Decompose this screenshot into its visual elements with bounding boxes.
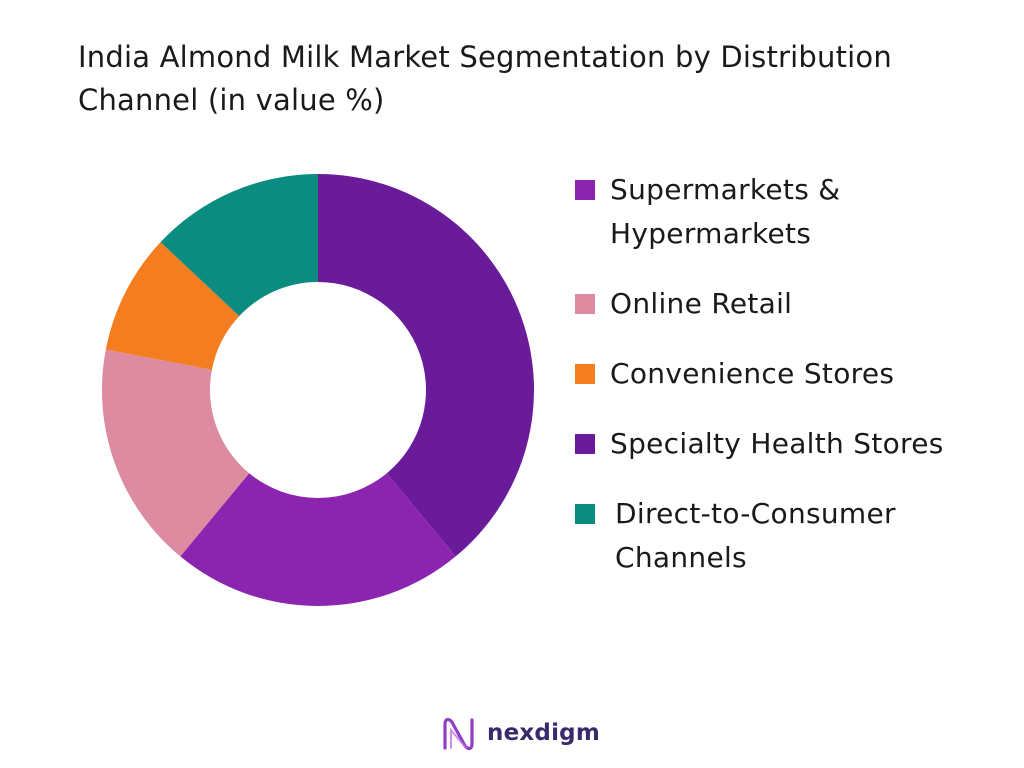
slice-convenience-stores — [105, 242, 240, 370]
brand-name: nexdigm — [487, 720, 600, 746]
legend-swatch — [575, 434, 595, 454]
slice-direct-to-consumer-channels — [160, 174, 318, 317]
donut-slices — [101, 174, 535, 606]
legend-swatch — [575, 364, 595, 384]
legend-label: Online Retail — [610, 287, 793, 320]
slice-online-retail — [101, 349, 250, 557]
legend-swatch — [575, 180, 595, 200]
nexdigm-logo-icon — [443, 717, 474, 751]
legend-swatch — [575, 504, 595, 524]
slice-specialty-health-stores — [318, 174, 535, 557]
legend-swatch — [575, 294, 595, 314]
slice-supermarkets-hypermarkets — [180, 473, 456, 606]
legend-label: Supermarkets & Hypermarkets — [610, 173, 841, 250]
chart-title: India Almond Milk Market Segmentation by… — [78, 40, 892, 117]
legend-label: Convenience Stores — [610, 357, 895, 390]
legend-label: Specialty Health Stores — [610, 427, 944, 460]
legend-label: Direct-to-Consumer Channels — [615, 497, 896, 574]
